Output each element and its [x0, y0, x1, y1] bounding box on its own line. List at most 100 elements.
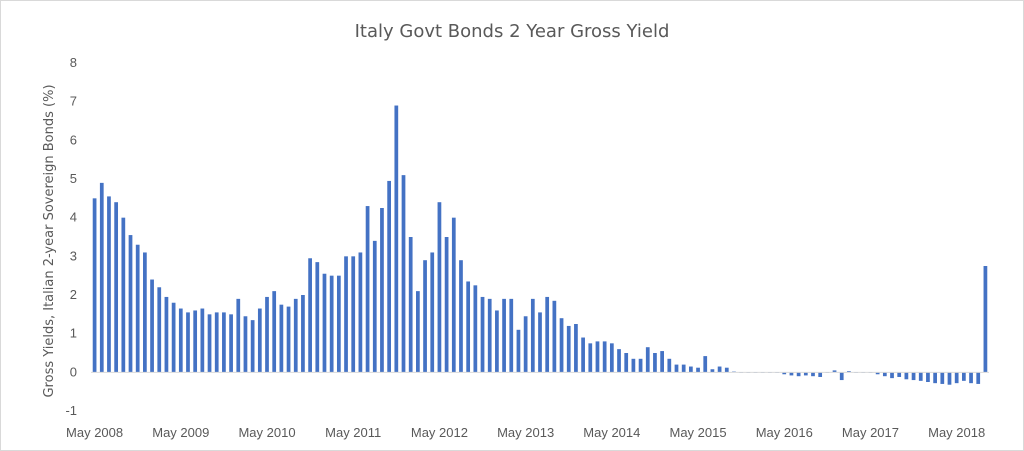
x-tick-label: May 2009 [152, 425, 209, 440]
bar [502, 298, 506, 373]
y-tick-label: 6 [70, 132, 77, 147]
y-tick-label: 1 [70, 326, 77, 341]
bar [703, 356, 708, 373]
bar [200, 308, 205, 373]
bar [796, 372, 801, 377]
y-axis-label: Gross Yields, Italian 2-year Sovereign B… [42, 84, 57, 397]
x-tick-label: May 2010 [238, 425, 295, 440]
bar [882, 372, 887, 377]
y-tick-label: 0 [70, 364, 77, 379]
bar [459, 260, 463, 373]
bar [480, 296, 485, 373]
bar [336, 275, 341, 373]
bar [918, 372, 923, 381]
bar [164, 296, 169, 373]
bar [688, 366, 693, 373]
y-tick-label: 2 [70, 287, 77, 302]
bar [250, 320, 255, 373]
bar [847, 371, 851, 373]
bar [624, 353, 629, 373]
bar [926, 372, 930, 382]
bar [832, 370, 837, 373]
bar [473, 285, 478, 373]
bar [509, 298, 514, 373]
bar [487, 298, 492, 373]
bar [983, 266, 988, 373]
bar [947, 372, 952, 385]
bar [933, 372, 937, 384]
bar [293, 298, 298, 373]
bar [588, 343, 593, 373]
bar [581, 337, 585, 373]
bar [595, 341, 600, 373]
bar [171, 302, 176, 373]
x-tick-label: May 2017 [842, 425, 899, 440]
bar [466, 281, 471, 373]
chart-title: Italy Govt Bonds 2 Year Gross Yield [355, 21, 670, 42]
bar [444, 237, 449, 373]
bar [128, 235, 133, 373]
bar [178, 308, 183, 373]
bar [839, 372, 844, 381]
y-tick-label: 7 [70, 94, 77, 109]
bar [653, 353, 657, 373]
y-tick-label: -1 [65, 403, 77, 418]
y-tick-label: 5 [70, 171, 77, 186]
bar [423, 260, 427, 373]
bar [667, 358, 672, 373]
y-tick-label: 4 [70, 210, 77, 225]
bar [724, 367, 729, 373]
bar [193, 310, 198, 373]
x-tick-label: May 2012 [411, 425, 468, 440]
bar [301, 295, 305, 373]
x-tick-label: May 2008 [66, 425, 123, 440]
bar [394, 105, 399, 373]
bar [214, 312, 219, 373]
bar [717, 366, 722, 373]
bar [401, 175, 406, 373]
bar [372, 240, 377, 373]
bar [617, 349, 621, 373]
bar [495, 310, 499, 373]
bar [904, 372, 909, 380]
y-tick-label: 8 [70, 55, 77, 70]
bar [710, 369, 715, 373]
x-tick-label: May 2016 [756, 425, 813, 440]
bar [329, 275, 334, 373]
bar [940, 372, 945, 384]
bar [257, 308, 262, 373]
bar [114, 202, 119, 373]
bar [559, 318, 564, 373]
x-tick-label: May 2014 [583, 425, 640, 440]
bar [272, 291, 277, 373]
bar [358, 252, 363, 373]
bar [322, 273, 327, 373]
bar [660, 351, 664, 373]
bar [121, 217, 126, 373]
x-tick-label: May 2015 [670, 425, 727, 440]
bar [229, 314, 233, 373]
bar [674, 364, 679, 373]
bar [516, 329, 521, 373]
bar [107, 196, 111, 373]
bar [135, 244, 140, 373]
bar [969, 372, 973, 384]
bar [911, 372, 916, 381]
bar [530, 298, 535, 373]
bar [638, 358, 643, 373]
x-tick-label: May 2013 [497, 425, 554, 440]
bar [696, 367, 700, 373]
bar [157, 287, 162, 373]
bar [645, 347, 650, 373]
bar [186, 312, 190, 373]
x-tick-label: May 2011 [325, 425, 381, 440]
bar [308, 258, 312, 373]
bar [609, 343, 614, 373]
bar [416, 291, 420, 373]
bar [538, 312, 542, 373]
bar [602, 341, 607, 373]
bar [552, 300, 557, 373]
y-axis-ticks: -1 0 1 2 3 4 5 6 7 8 [65, 55, 77, 418]
bar [365, 206, 370, 373]
bar [566, 325, 571, 373]
